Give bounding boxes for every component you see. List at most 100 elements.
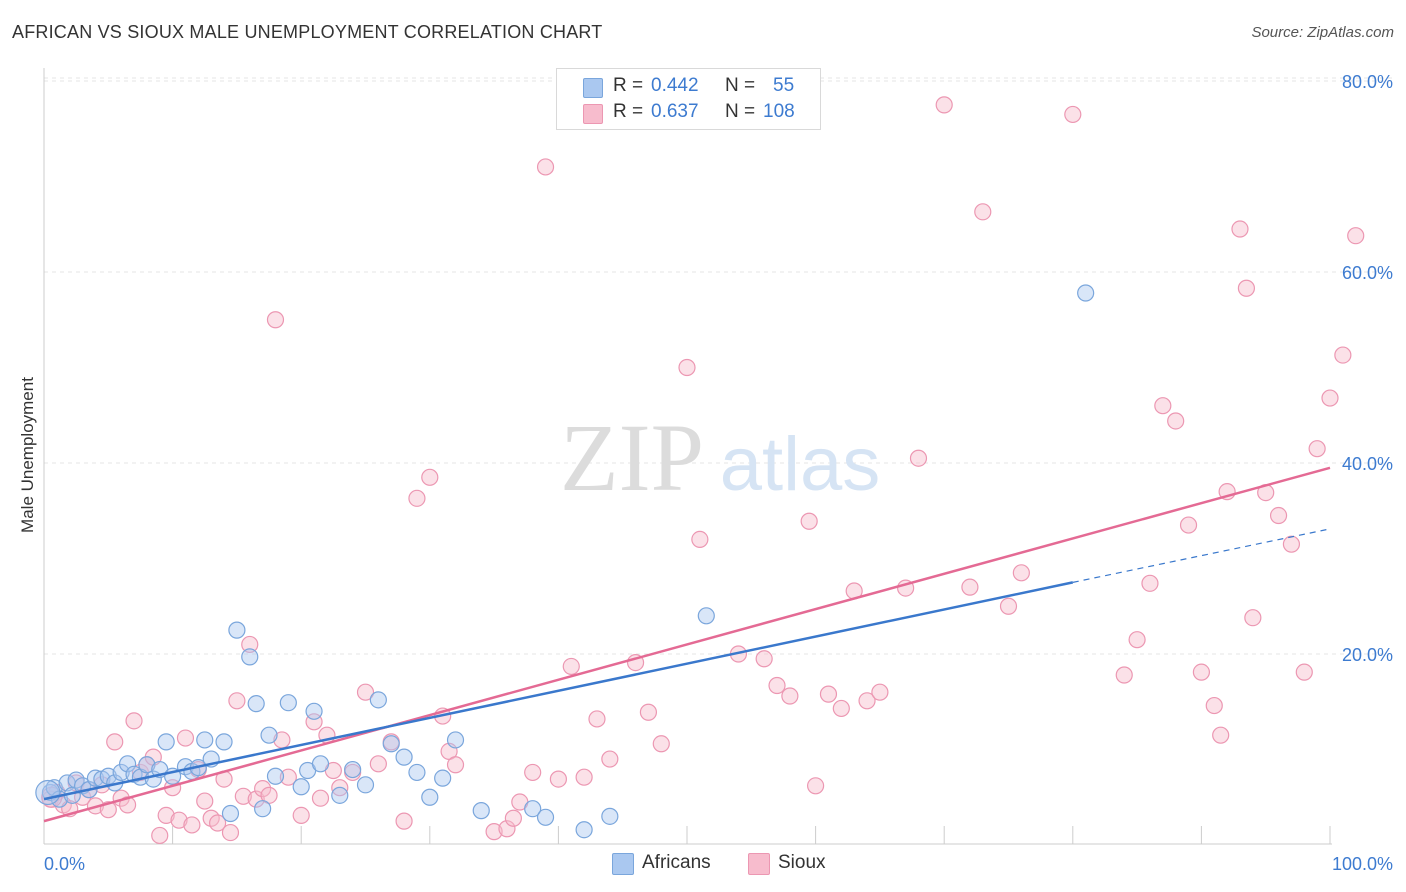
african-point: [196, 731, 214, 749]
sioux-point: [221, 823, 240, 842]
sioux-point: [1282, 535, 1301, 553]
african-point: [266, 767, 285, 785]
sioux-point: [1205, 696, 1223, 715]
african-point: [524, 800, 542, 818]
africans-swatch: [612, 853, 634, 875]
african-point: [305, 702, 323, 720]
sioux-point: [819, 685, 838, 703]
r-label: R =: [613, 75, 644, 96]
n-label: N =: [725, 101, 756, 122]
african-point: [260, 726, 278, 744]
sioux-point: [1244, 609, 1262, 627]
sioux-point: [228, 692, 246, 710]
sioux-point: [234, 787, 252, 805]
african-point: [157, 733, 175, 751]
sioux-point: [974, 203, 992, 221]
sioux-point: [562, 657, 580, 676]
african-point: [472, 802, 490, 820]
african-point: [601, 807, 619, 825]
x-tick-label: 0.0%: [44, 854, 85, 874]
african-point: [279, 694, 297, 712]
sioux-point: [909, 449, 928, 467]
sioux-point: [1334, 346, 1352, 364]
sioux-point: [421, 468, 439, 486]
n-value: 108: [763, 101, 795, 122]
african-point: [421, 788, 439, 806]
african-point: [382, 735, 400, 753]
sioux-point: [356, 683, 375, 701]
african-point: [254, 800, 272, 818]
sioux-point: [151, 826, 169, 845]
sioux-point: [524, 763, 542, 782]
y-tick-label: 20.0%: [1342, 645, 1393, 665]
africans-swatch: [583, 78, 603, 98]
sioux-point: [1154, 397, 1172, 415]
sioux-point: [1064, 105, 1082, 124]
sioux-point: [832, 699, 850, 718]
sioux-point: [311, 789, 330, 807]
sioux-point: [1347, 227, 1365, 245]
sioux-point: [1128, 631, 1146, 649]
african-point: [221, 804, 240, 823]
african-point: [112, 763, 130, 782]
african-point: [395, 748, 413, 766]
sioux-point: [1269, 506, 1288, 525]
chart-title: AFRICAN VS SIOUX MALE UNEMPLOYMENT CORRE…: [12, 22, 603, 42]
sioux-point: [871, 683, 889, 701]
sioux-point: [601, 750, 619, 768]
sioux-trend-line: [43, 466, 1331, 823]
sioux-point: [858, 692, 876, 710]
african-point: [331, 786, 349, 804]
african-point: [408, 763, 426, 782]
sioux-point: [755, 650, 773, 668]
sioux-point: [183, 816, 201, 834]
african-point: [446, 731, 465, 749]
sioux-point: [266, 311, 285, 329]
sioux-point: [961, 578, 979, 596]
african-point: [311, 755, 330, 773]
african-point: [215, 733, 233, 751]
y-axis-label: Male Unemployment: [18, 377, 37, 533]
african-point: [247, 695, 265, 713]
y-tick-label: 40.0%: [1342, 454, 1393, 474]
sioux-point: [369, 755, 387, 773]
sioux-point: [446, 756, 465, 774]
african-point: [369, 691, 387, 709]
sioux-point: [935, 96, 953, 114]
sioux-point: [279, 768, 297, 786]
africans-trend-line: [43, 581, 1074, 801]
sioux-point: [691, 530, 709, 549]
sioux-point: [209, 814, 227, 832]
african-point: [228, 621, 246, 639]
african-point: [241, 648, 259, 666]
source-label: Source: ZipAtlas.com: [1251, 24, 1394, 41]
sioux-point: [408, 489, 426, 507]
sioux-point: [781, 687, 799, 705]
correlation-legend: R = 0.442 N = 55 R = 0.637 N = 108: [556, 68, 821, 130]
x-tick-label: 100.0%: [1332, 854, 1393, 874]
sioux-point: [485, 823, 503, 841]
sioux-point: [1012, 564, 1030, 582]
african-point: [434, 769, 452, 787]
african-point: [67, 771, 85, 789]
african-point: [1077, 284, 1095, 302]
watermark-atlas: atlas: [720, 422, 881, 507]
sioux-point: [1179, 516, 1198, 534]
sioux-point: [1231, 220, 1249, 238]
sioux-point: [292, 806, 310, 824]
y-tick-label: 80.0%: [1342, 72, 1393, 92]
sioux-point: [999, 597, 1018, 615]
sioux-point: [395, 812, 413, 830]
sioux-point: [196, 792, 214, 810]
sioux-point: [1167, 412, 1185, 430]
sioux-point: [639, 703, 658, 721]
sioux-swatch: [583, 104, 603, 124]
sioux-point: [806, 777, 825, 795]
sioux-point: [241, 635, 259, 654]
sioux-point: [106, 733, 124, 751]
n-value: 55: [773, 75, 795, 96]
african-point: [575, 821, 593, 839]
y-tick-label: 60.0%: [1342, 263, 1393, 283]
african-point: [697, 607, 715, 625]
